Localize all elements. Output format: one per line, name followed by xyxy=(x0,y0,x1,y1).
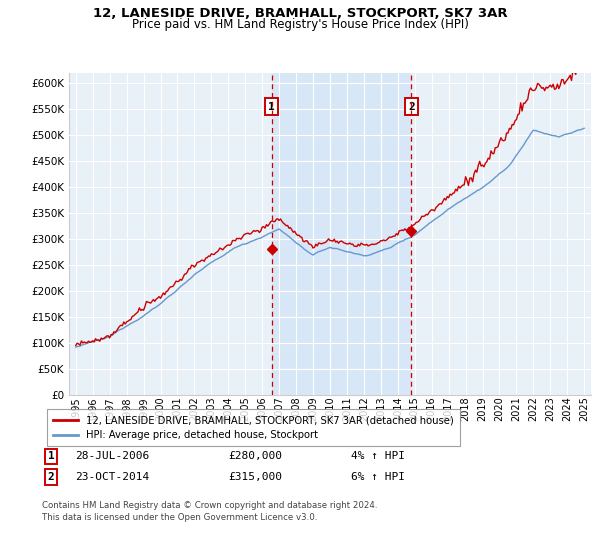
Legend: 12, LANESIDE DRIVE, BRAMHALL, STOCKPORT, SK7 3AR (detached house), HPI: Average : 12, LANESIDE DRIVE, BRAMHALL, STOCKPORT,… xyxy=(47,409,460,446)
Text: Contains HM Land Registry data © Crown copyright and database right 2024.
This d: Contains HM Land Registry data © Crown c… xyxy=(42,501,377,522)
Text: 28-JUL-2006: 28-JUL-2006 xyxy=(75,451,149,461)
Text: 6% ↑ HPI: 6% ↑ HPI xyxy=(351,472,405,482)
Text: Price paid vs. HM Land Registry's House Price Index (HPI): Price paid vs. HM Land Registry's House … xyxy=(131,18,469,31)
Text: 23-OCT-2014: 23-OCT-2014 xyxy=(75,472,149,482)
Bar xyxy=(272,73,412,395)
Text: 2: 2 xyxy=(47,472,55,482)
Text: £315,000: £315,000 xyxy=(228,472,282,482)
Text: 1: 1 xyxy=(268,101,275,111)
Text: 2: 2 xyxy=(408,101,415,111)
Text: £280,000: £280,000 xyxy=(228,451,282,461)
Text: 4% ↑ HPI: 4% ↑ HPI xyxy=(351,451,405,461)
Text: 12, LANESIDE DRIVE, BRAMHALL, STOCKPORT, SK7 3AR: 12, LANESIDE DRIVE, BRAMHALL, STOCKPORT,… xyxy=(92,7,508,20)
Text: 1: 1 xyxy=(47,451,55,461)
